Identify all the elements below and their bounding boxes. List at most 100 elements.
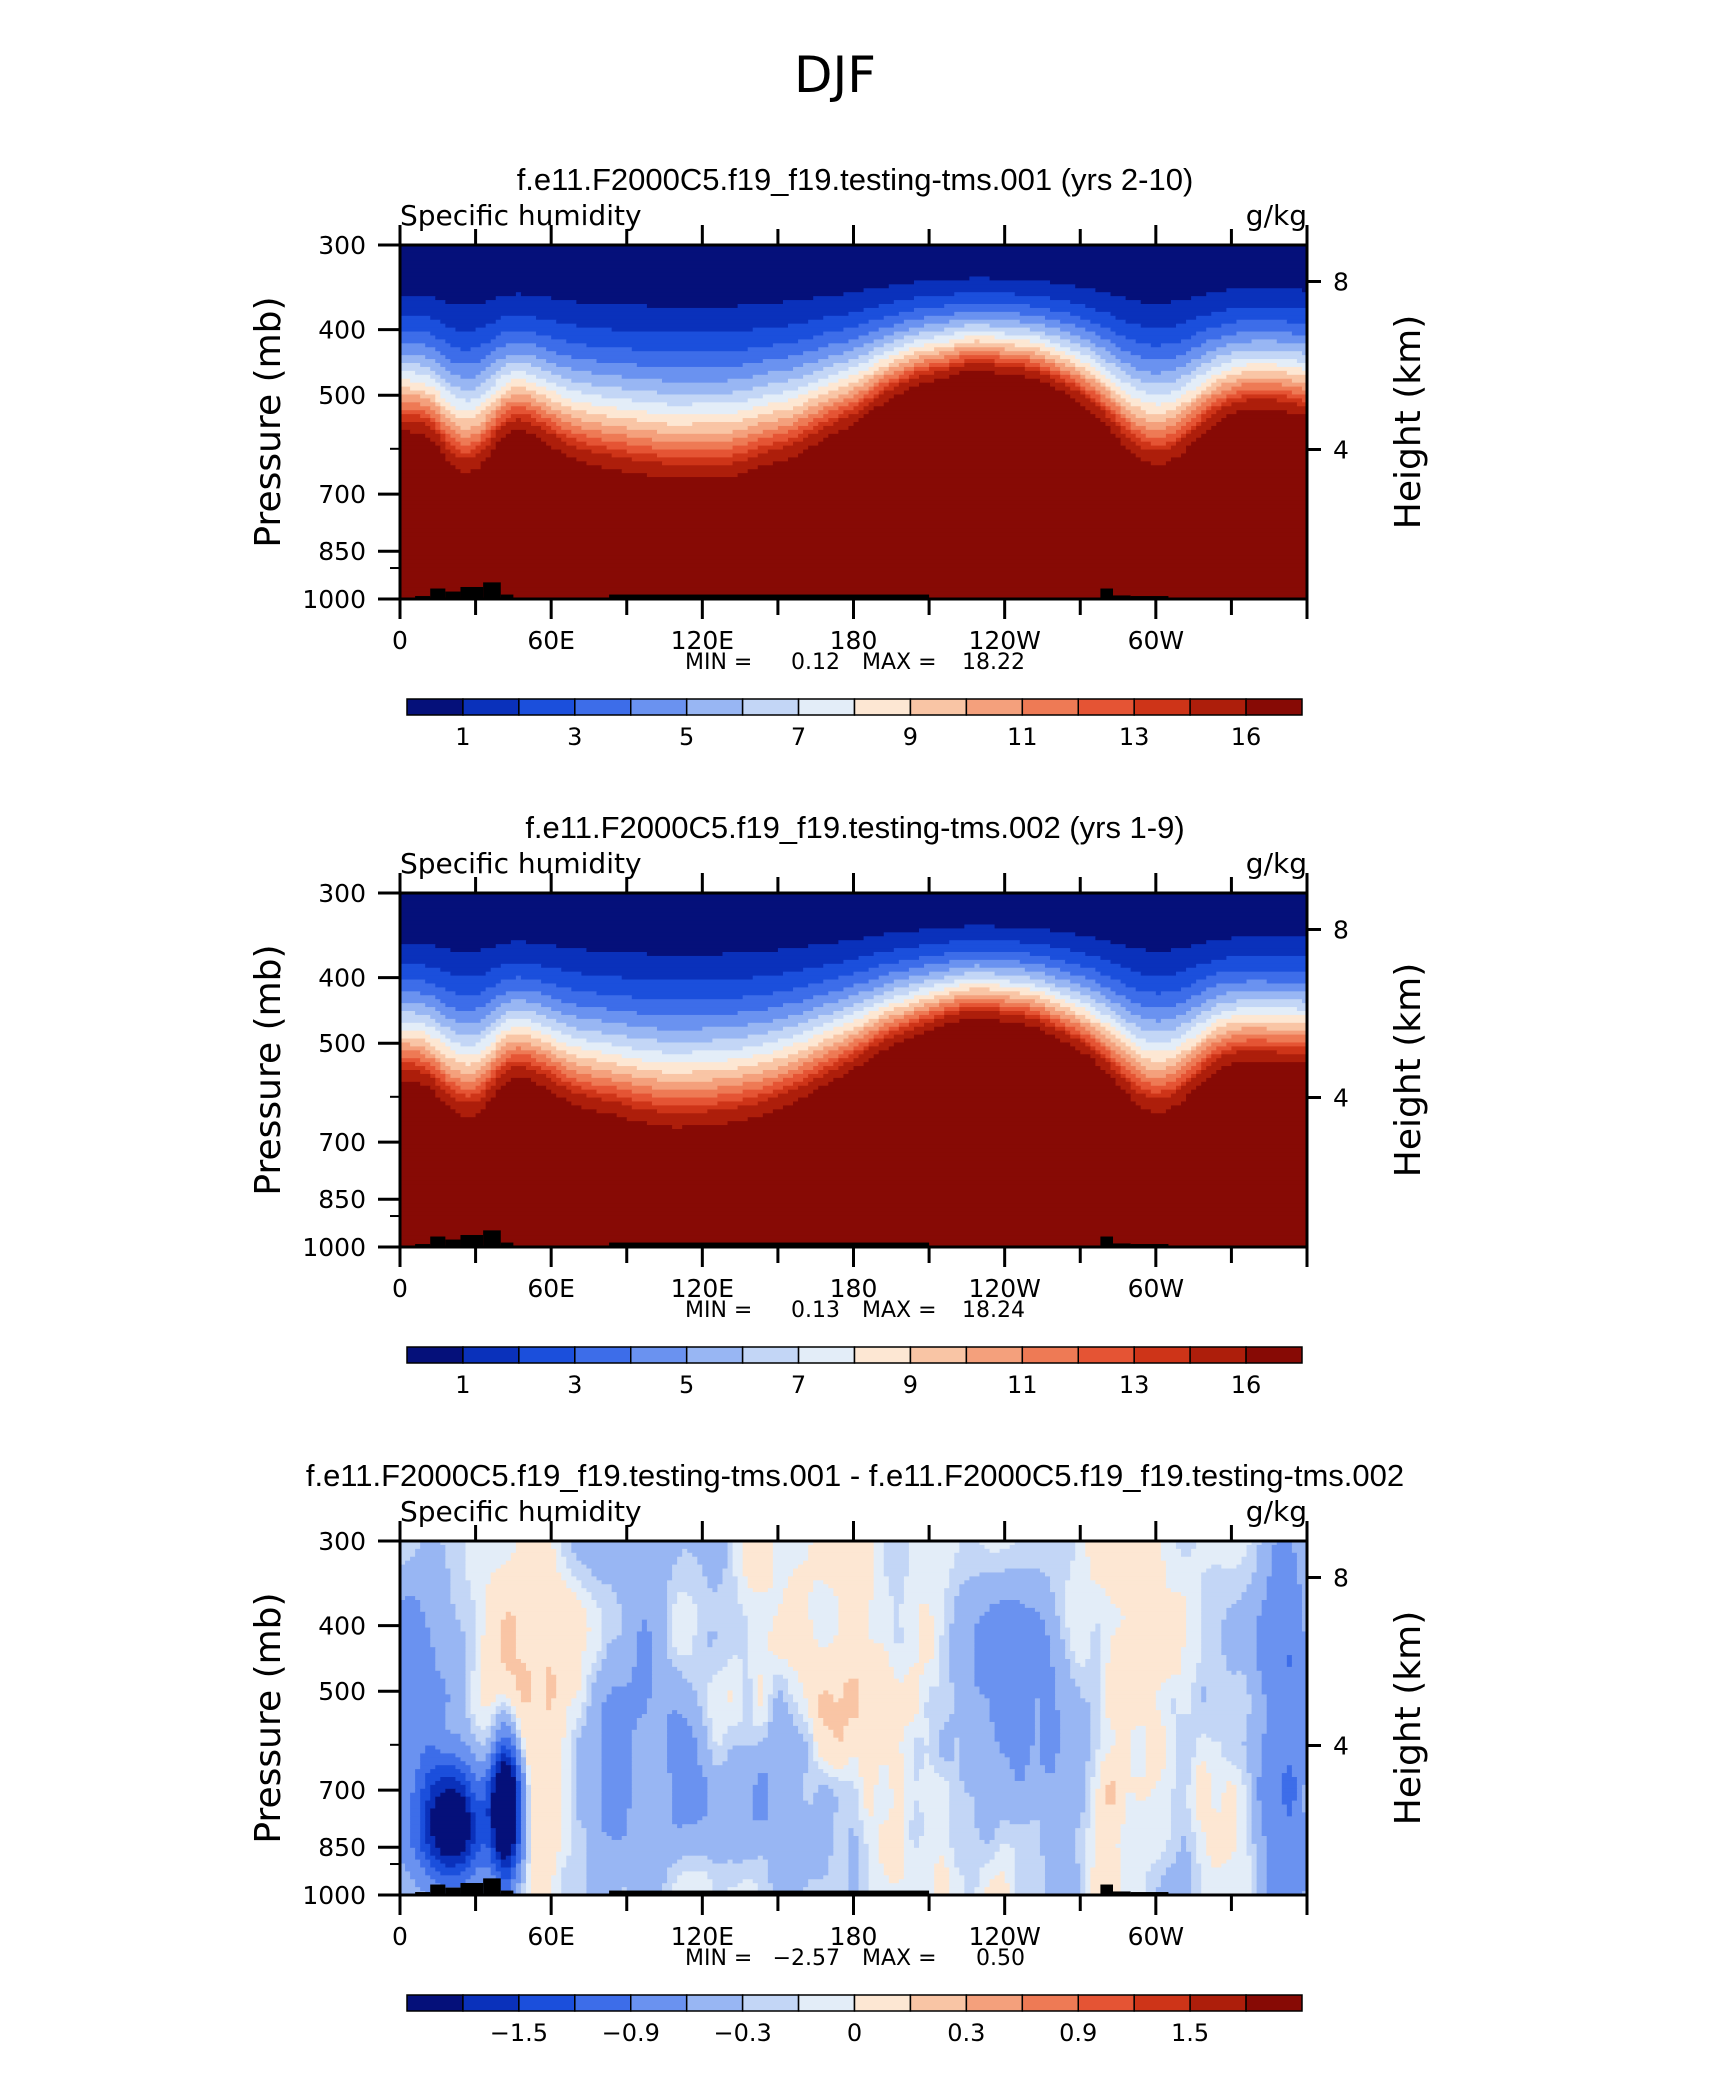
contour-cell [747, 1655, 779, 1660]
contour-cell [1130, 999, 1187, 1004]
contour-cell [1201, 1659, 1227, 1664]
contour-cell [430, 398, 436, 403]
contour-cell [445, 1702, 467, 1707]
contour-cell [591, 1572, 673, 1577]
contour-cell [1110, 327, 1207, 333]
contour-cell [400, 1706, 446, 1711]
contour-cell [400, 1062, 416, 1067]
contour-cell [505, 1058, 537, 1063]
contour-cell [1221, 1792, 1238, 1798]
contour-cell [1044, 1769, 1056, 1774]
contour-cell [727, 1725, 769, 1731]
contour-cell [833, 402, 850, 407]
contour-cell [1266, 1721, 1307, 1727]
contour-cell [833, 1077, 1117, 1083]
contour-cell [813, 1725, 829, 1731]
contour-cell [1105, 422, 1117, 427]
contour-cell [782, 1674, 799, 1680]
contour-cell [465, 1773, 477, 1778]
contour-cell [651, 1690, 698, 1695]
contour-cell [813, 425, 824, 431]
contour-cell [1186, 1615, 1202, 1621]
contour-cell [480, 1647, 502, 1652]
contour-cell [959, 351, 1001, 356]
contour-cell [1165, 1741, 1177, 1747]
contour-cell [1256, 1643, 1307, 1648]
contour-cell [939, 1745, 955, 1751]
contour-cell [525, 1765, 532, 1770]
contour-cell [581, 418, 638, 423]
contour-cell [1221, 1651, 1258, 1656]
contour-cell [793, 1714, 804, 1719]
contour-cell [400, 465, 457, 470]
contour-cell [400, 252, 1307, 258]
contour-cell [525, 1796, 532, 1802]
contour-cell [1090, 987, 1112, 992]
contour-cell [873, 1560, 885, 1566]
contour-cell [651, 1635, 668, 1640]
contour-cell [1170, 1710, 1177, 1715]
contour-cell [510, 1066, 527, 1071]
contour-cell [843, 1014, 865, 1020]
contour-cell [586, 433, 628, 439]
contour-cell [400, 1070, 421, 1075]
contour-cell [556, 1018, 603, 1024]
contour-cell [546, 1694, 557, 1699]
contour-cell [924, 1022, 945, 1028]
contour-cell [1085, 1765, 1096, 1770]
contour-cell [712, 1733, 724, 1739]
contour-cell [470, 441, 482, 447]
contour-cell [1165, 1749, 1177, 1754]
contour-cell [667, 1757, 698, 1762]
y-tick-label: 850 [318, 1185, 366, 1214]
contour-cell [490, 1572, 562, 1577]
contour-cell [445, 1564, 467, 1570]
contour-cell [400, 567, 1307, 573]
contour-cell [425, 355, 446, 360]
contour-cell [752, 1796, 769, 1802]
contour-cell [868, 1042, 880, 1047]
contour-cell [924, 1030, 1046, 1036]
contour-cell [913, 1007, 930, 1012]
contour-cell [1236, 1792, 1248, 1798]
contour-cell [964, 335, 996, 340]
contour-cell [888, 1765, 905, 1770]
contour-cell [787, 1686, 804, 1692]
contour-cell [1211, 359, 1233, 364]
contour-cell [571, 1753, 577, 1758]
contour-cell [1261, 1600, 1303, 1605]
contour-cell [440, 999, 492, 1004]
contour-cell [777, 1690, 784, 1695]
contour-cell [400, 1066, 426, 1071]
contour-cell [682, 1125, 1307, 1130]
contour-cell [677, 1600, 693, 1605]
contour-cell [495, 414, 502, 419]
contour-cell [1095, 359, 1107, 364]
contour-cell [1110, 959, 1212, 965]
contour-cell [1110, 1007, 1127, 1012]
contour-cell [1115, 1729, 1132, 1735]
contour-cell [1201, 1615, 1227, 1621]
contour-cell [1251, 1777, 1258, 1782]
contour-cell [646, 1619, 668, 1625]
contour-cell [1251, 339, 1278, 344]
contour-cell [934, 1026, 1041, 1032]
contour-cell [400, 1647, 436, 1652]
contour-cell [636, 1651, 653, 1656]
contour-cell [712, 1639, 749, 1644]
contour-cell [1050, 1651, 1066, 1656]
contour-cell [531, 414, 542, 419]
contour-cell [742, 1682, 754, 1688]
contour-cell [490, 1761, 497, 1766]
contour-cell [505, 422, 532, 427]
contour-cell [1256, 1647, 1307, 1652]
contour-cell [1181, 1058, 1192, 1063]
contour-cell [1050, 1588, 1066, 1593]
contour-cell [1050, 296, 1127, 301]
contour-cell [888, 1659, 920, 1664]
contour-cell [455, 1018, 482, 1024]
contour-cell [546, 1702, 552, 1707]
contour-cell [1236, 319, 1288, 325]
contour-cell [1196, 1670, 1233, 1676]
contour-cell [1206, 1046, 1217, 1051]
